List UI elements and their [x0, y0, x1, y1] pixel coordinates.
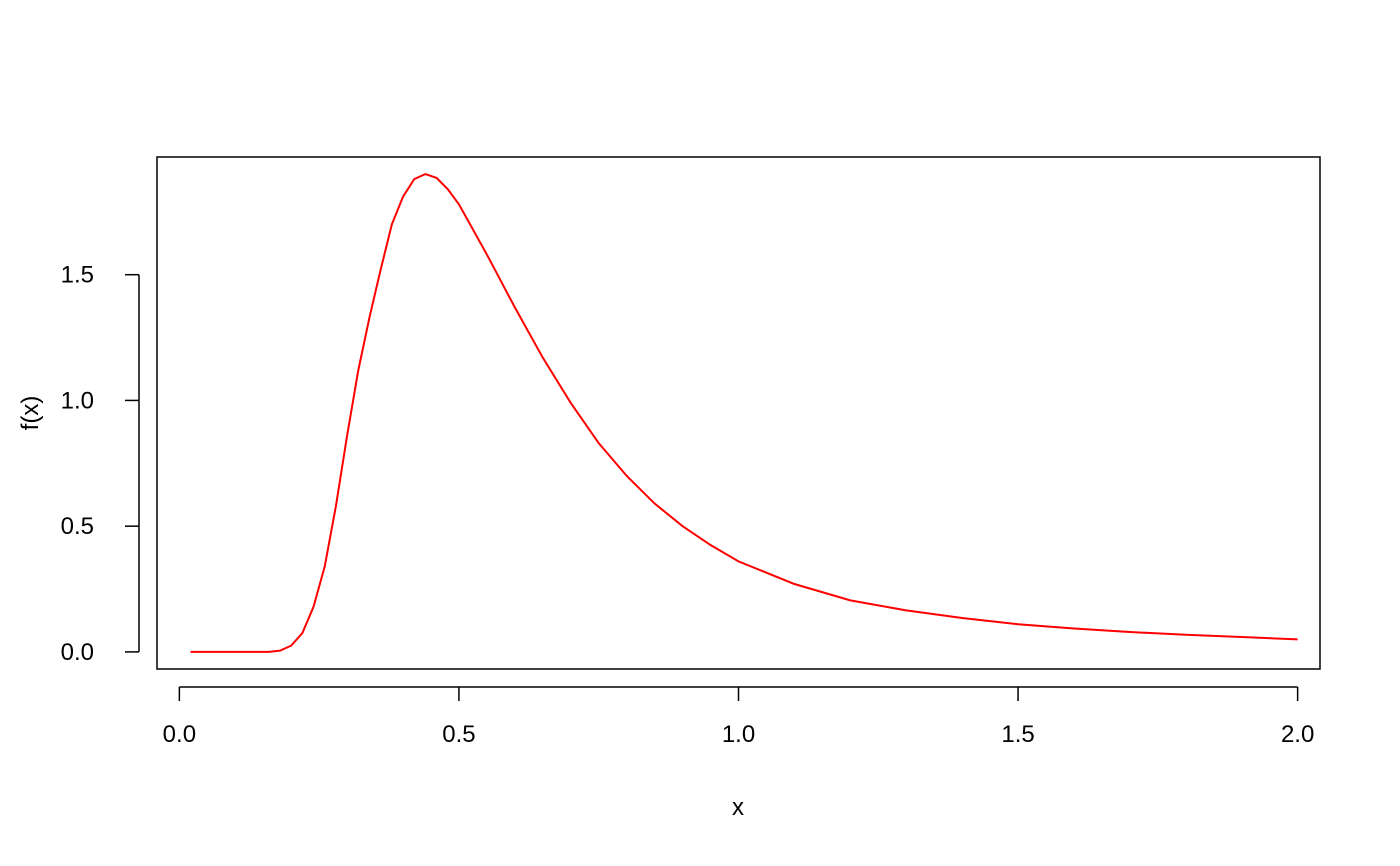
y-tick-label: 1.0: [61, 387, 94, 414]
plot-frame: [156, 156, 1321, 670]
x-axis: 0.0 0.5 1.0 1.5 2.0: [163, 686, 1314, 748]
y-tick-label: 0.5: [61, 513, 94, 540]
x-tick-label: 1.0: [722, 721, 755, 748]
x-tick-label: 0.0: [163, 721, 196, 748]
x-tick-label: 2.0: [1281, 721, 1314, 748]
y-axis-label: f(x): [17, 396, 44, 431]
x-tick-label: 1.5: [1001, 721, 1034, 748]
y-axis: 0.0 0.5 1.0 1.5: [61, 262, 140, 666]
y-tick-label: 0.0: [61, 639, 94, 666]
x-axis-label: x: [732, 794, 744, 821]
y-tick-label: 1.5: [61, 262, 94, 289]
x-tick-label: 0.5: [442, 721, 475, 748]
density-curve: [190, 173, 1298, 653]
